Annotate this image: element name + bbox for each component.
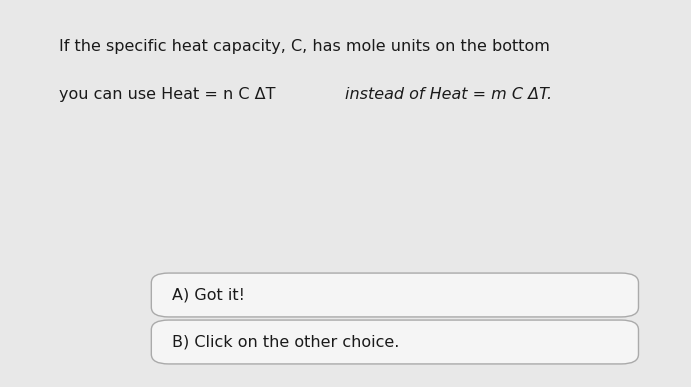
Text: you can use Heat = n C ΔT: you can use Heat = n C ΔT	[59, 87, 281, 102]
Text: instead of Heat = m C ΔT.: instead of Heat = m C ΔT.	[345, 87, 552, 102]
Text: B) Click on the other choice.: B) Click on the other choice.	[172, 334, 399, 349]
FancyBboxPatch shape	[151, 320, 638, 364]
FancyBboxPatch shape	[151, 273, 638, 317]
Text: If the specific heat capacity, C, has mole units on the bottom: If the specific heat capacity, C, has mo…	[59, 39, 555, 54]
Text: A) Got it!: A) Got it!	[172, 288, 245, 303]
